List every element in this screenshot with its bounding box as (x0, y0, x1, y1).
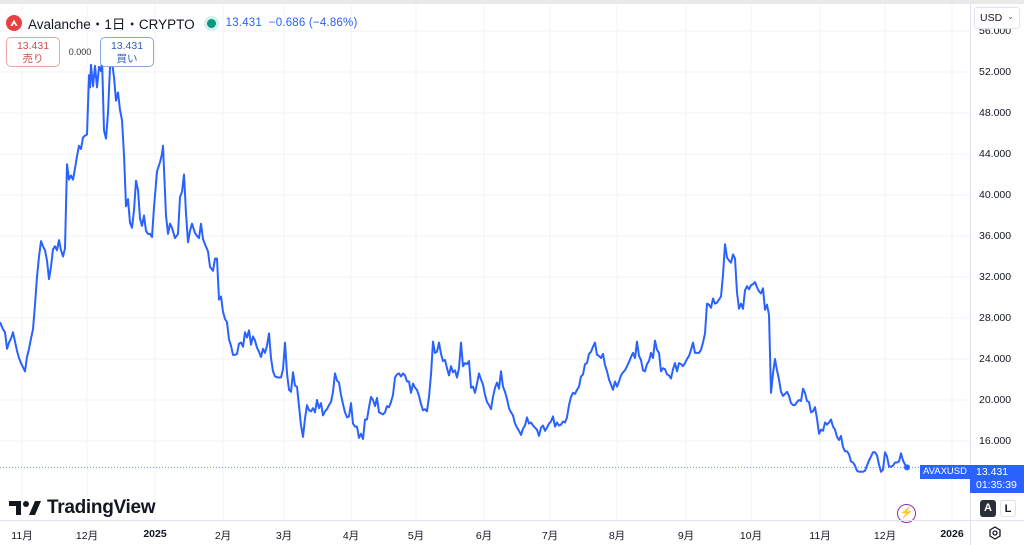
price-tick-label: 40.000 (979, 189, 1012, 201)
last-price-value: 13.431 (976, 466, 1009, 478)
trade-buttons: 13.431 売り 0.000 13.431 買い (6, 37, 154, 67)
time-scale[interactable]: 11月 12月 2025 2月 3月 4月 5月 6月 7月 8月 9月 10月 11月 12月 2026 (0, 520, 970, 545)
lightning-icon[interactable]: ⚡ (897, 504, 916, 523)
symbol-legend: Avalanche・1日・CRYPTO 13.431 −0.686 (−4.86… (6, 13, 357, 33)
time-tick-label: 6月 (475, 530, 493, 542)
time-tick-label: 8月 (608, 530, 626, 542)
separator: ・ (125, 17, 139, 32)
time-tick-label: 2月 (214, 530, 232, 542)
symbol-price-label: AVAXUSD (920, 465, 970, 479)
interval: 1日 (104, 17, 126, 32)
price-tick-label: 32.000 (979, 271, 1012, 283)
sell-button[interactable]: 13.431 売り (6, 37, 60, 67)
auto-scale-button[interactable]: A (980, 500, 996, 517)
last-price-tag: 13.431 01:35:39 (970, 465, 1024, 493)
symbol-name: Avalanche (28, 17, 91, 32)
settings-icon[interactable] (988, 526, 1002, 540)
spread-value: 0.000 (68, 47, 92, 57)
buy-label: 買い (116, 53, 138, 65)
tradingview-watermark[interactable]: TradingView (9, 497, 156, 519)
price-scale[interactable]: 56.000 52.000 48.000 44.000 40.000 36.000 32.0… (970, 4, 1024, 520)
price-change: −0.686 (268, 17, 306, 29)
legend-values: 13.431 −0.686 (−4.86%) (226, 17, 358, 29)
time-tick-label: 7月 (541, 530, 559, 542)
time-tick-label: 12月 (75, 530, 99, 542)
price-tick-label: 24.000 (979, 353, 1012, 365)
watermark-text: TradingView (47, 497, 156, 518)
price-tick-label: 28.000 (979, 312, 1012, 324)
time-tick-label: 2026 (940, 528, 964, 540)
buy-price: 13.431 (110, 40, 144, 52)
price-change-percent: (−4.86%) (308, 17, 358, 29)
avalanche-logo-icon (6, 15, 22, 31)
time-tick-label: 4月 (342, 530, 360, 542)
last-point-marker (904, 464, 910, 471)
time-tick-label: 11月 (11, 530, 33, 542)
price-tick-label: 36.000 (979, 230, 1012, 242)
time-tick-label: 12月 (873, 530, 897, 542)
time-tick-label: 2025 (143, 528, 167, 540)
price-tick-label: 52.000 (979, 66, 1012, 78)
symbol-title[interactable]: Avalanche・1日・CRYPTO (28, 13, 195, 33)
price-tick-label: 20.000 (979, 394, 1012, 406)
last-price: 13.431 (225, 17, 262, 29)
currency-value: USD (980, 12, 1003, 24)
separator: ・ (90, 17, 105, 32)
price-tick-label: 16.000 (979, 435, 1012, 447)
time-tick-label: 9月 (677, 530, 695, 542)
buy-button[interactable]: 13.431 買い (100, 37, 154, 67)
exchange: CRYPTO (138, 17, 195, 32)
price-tick-label: 48.000 (979, 107, 1012, 119)
time-tick-label: 3月 (275, 530, 293, 542)
top-toolbar-edge (0, 0, 1024, 4)
sell-label: 売り (22, 53, 44, 65)
price-series-line (0, 57, 908, 473)
chart-pane[interactable]: Avalanche・1日・CRYPTO 13.431 −0.686 (−4.86… (0, 4, 970, 523)
price-tick-label: 44.000 (979, 148, 1012, 160)
time-tick-label: 5月 (407, 530, 425, 542)
log-scale-button[interactable]: L (1000, 500, 1016, 517)
time-tick-label: 10月 (739, 530, 763, 542)
bar-countdown: 01:35:39 (976, 479, 1017, 491)
sell-price: 13.431 (16, 40, 50, 52)
currency-selector[interactable]: USD ⌄ (974, 7, 1020, 29)
chart-settings-corner (970, 520, 1024, 545)
tradingview-logo-icon (9, 501, 41, 515)
time-tick-label: 11月 (809, 530, 831, 542)
chevron-down-icon: ⌄ (1007, 12, 1014, 21)
price-line-chart[interactable] (0, 4, 970, 520)
market-status-dot (206, 18, 216, 28)
